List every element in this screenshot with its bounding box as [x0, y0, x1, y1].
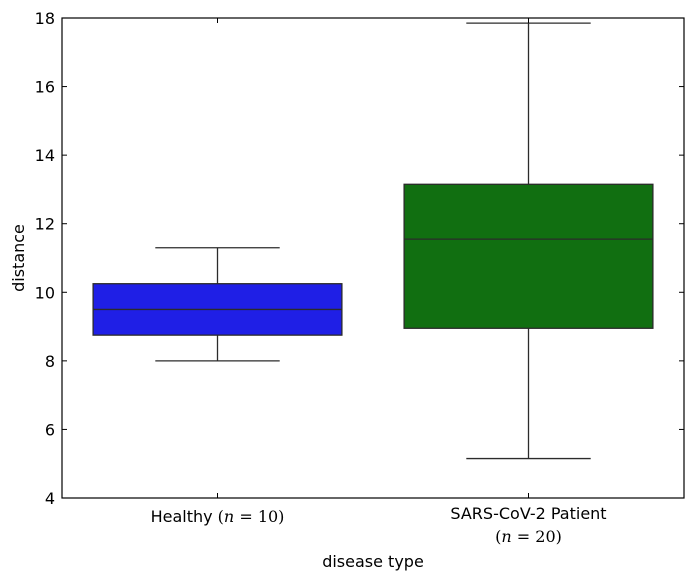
- y-axis-title: distance: [9, 224, 28, 292]
- y-tick-label: 4: [45, 489, 55, 508]
- y-tick-label: 14: [35, 146, 55, 165]
- y-tick-label: 8: [45, 352, 55, 371]
- y-tick-label: 6: [45, 420, 55, 439]
- y-tick-label: 16: [35, 78, 55, 97]
- cat-1-box: [403, 183, 654, 329]
- x-axis-title: disease type: [322, 552, 424, 571]
- x-tick-label-sars-cov-2: SARS-CoV-2 Patient: [450, 504, 606, 523]
- labels-layer: 4 6 8 10 12 14 16 18 Healthy (n = 10) SARS-CoV-2 …: [35, 9, 607, 546]
- boxes-layer: [92, 22, 654, 460]
- x-tick-label-healthy: Healthy (n = 10): [151, 507, 285, 526]
- y-tick-label: 18: [35, 9, 55, 28]
- x-tick-label-n-count: (n = 20): [495, 527, 562, 546]
- y-tick-label: 12: [35, 215, 55, 234]
- y-tick-label: 10: [35, 283, 55, 302]
- plot-frame: [61, 17, 685, 499]
- axes-layer: [61, 17, 685, 499]
